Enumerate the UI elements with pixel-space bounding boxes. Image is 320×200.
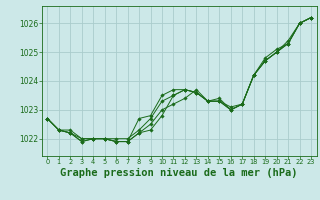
X-axis label: Graphe pression niveau de la mer (hPa): Graphe pression niveau de la mer (hPa) [60,168,298,178]
